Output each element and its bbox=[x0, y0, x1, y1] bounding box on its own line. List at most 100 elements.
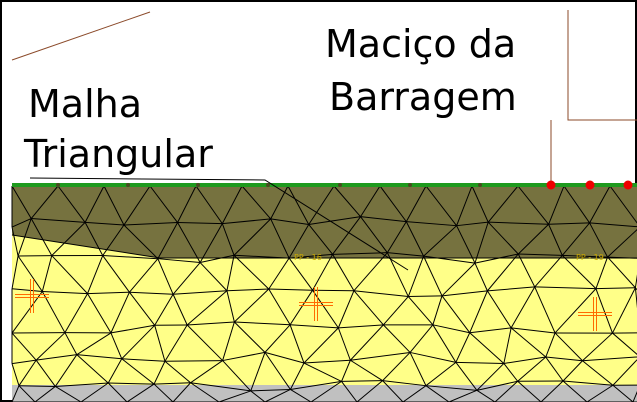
red-marker bbox=[623, 180, 633, 190]
mesh-edge bbox=[456, 185, 473, 226]
mesh-edge bbox=[270, 218, 309, 225]
mesh-edge bbox=[471, 185, 489, 223]
mesh-edge bbox=[268, 288, 291, 326]
mesh-edge bbox=[612, 359, 637, 386]
mesh-edge bbox=[123, 185, 151, 226]
mesh-edge bbox=[226, 255, 235, 291]
mesh-edge bbox=[76, 354, 109, 384]
mesh-edge bbox=[386, 221, 407, 253]
mesh-edge bbox=[349, 324, 384, 361]
mesh-edge bbox=[153, 383, 174, 402]
mesh-edge bbox=[31, 218, 86, 223]
mesh-edge bbox=[402, 385, 427, 402]
mesh-edge bbox=[164, 324, 188, 362]
mesh-edge bbox=[195, 185, 223, 224]
mesh-edge bbox=[153, 361, 166, 385]
mesh-edge bbox=[432, 324, 457, 363]
mesh-edge bbox=[11, 291, 43, 334]
mesh-edge bbox=[407, 296, 434, 326]
mesh-edge bbox=[441, 295, 471, 334]
mesh-edge bbox=[172, 294, 188, 326]
mesh-edge bbox=[589, 222, 609, 258]
outline-line-left bbox=[11, 11, 151, 61]
mesh-edge bbox=[190, 382, 220, 402]
crest-node bbox=[126, 183, 130, 187]
mesh-edge bbox=[341, 360, 351, 382]
mesh-edge bbox=[35, 332, 66, 361]
mesh-edge bbox=[250, 390, 266, 402]
crest-node bbox=[408, 183, 412, 187]
piezometer-label-pp19: PP - 19 bbox=[576, 253, 604, 262]
mesh-edge bbox=[218, 390, 251, 402]
mesh-edge bbox=[312, 254, 334, 291]
mesh-edge bbox=[121, 358, 165, 362]
mesh-edge bbox=[545, 356, 564, 382]
piezometer-cross-icon bbox=[578, 297, 612, 331]
mesh-edge bbox=[350, 351, 411, 361]
mesh-edge bbox=[382, 380, 404, 402]
mesh-edge bbox=[233, 218, 272, 256]
mesh-edge bbox=[379, 185, 407, 222]
mesh-edge bbox=[177, 222, 201, 263]
mesh-edge bbox=[270, 218, 290, 259]
mesh-edge bbox=[234, 288, 270, 323]
mesh-edge bbox=[337, 290, 355, 329]
mesh-edge bbox=[456, 221, 489, 227]
mesh-edge bbox=[55, 386, 82, 402]
mesh-edge bbox=[268, 288, 313, 291]
mesh-edge bbox=[469, 332, 505, 364]
mesh-edge bbox=[108, 382, 155, 385]
mesh-edge bbox=[561, 222, 590, 256]
mesh-edge bbox=[241, 185, 272, 220]
mesh-edge bbox=[503, 327, 512, 364]
mesh-edge bbox=[474, 262, 488, 292]
mesh-edge bbox=[308, 185, 335, 225]
mesh-edge bbox=[222, 321, 235, 361]
crest-node bbox=[56, 183, 60, 187]
mesh-edge bbox=[234, 321, 291, 326]
mesh-edge bbox=[563, 185, 590, 224]
mesh-edge bbox=[303, 362, 342, 382]
mesh-edge bbox=[11, 226, 19, 257]
mesh-edge bbox=[173, 290, 227, 295]
mesh-edge bbox=[476, 380, 518, 391]
mesh-edge bbox=[11, 359, 37, 365]
mesh-edge bbox=[154, 382, 191, 385]
mesh-edge bbox=[332, 254, 355, 291]
mesh-edge bbox=[102, 255, 158, 260]
mesh-edge bbox=[548, 185, 565, 225]
mesh-edge bbox=[548, 222, 590, 225]
mesh-edge bbox=[308, 224, 333, 255]
mesh-edge bbox=[250, 352, 266, 392]
mesh-edge bbox=[87, 291, 130, 295]
mesh-edge bbox=[35, 359, 56, 387]
mesh-edge bbox=[186, 324, 223, 361]
mesh-edge bbox=[233, 254, 270, 290]
piezometer-crosses bbox=[15, 279, 612, 331]
mesh-edge bbox=[289, 253, 333, 259]
mesh-edge bbox=[476, 363, 505, 391]
mesh-edge bbox=[469, 290, 488, 333]
mesh-label-leader bbox=[29, 177, 409, 271]
mesh-edge bbox=[586, 384, 614, 402]
mesh-edge bbox=[589, 222, 637, 228]
mesh-edge bbox=[554, 288, 597, 334]
mesh-edge bbox=[76, 354, 122, 360]
mesh-edge bbox=[510, 286, 536, 329]
mesh-edge bbox=[177, 222, 223, 225]
mesh-edge bbox=[177, 185, 197, 223]
mesh-edge bbox=[226, 288, 269, 292]
mesh-edge bbox=[487, 286, 535, 292]
mesh-edge bbox=[341, 380, 383, 382]
mesh-edge bbox=[310, 380, 342, 402]
mesh-edge bbox=[303, 359, 351, 364]
mesh-edge bbox=[289, 289, 313, 326]
mesh-edge bbox=[190, 360, 223, 384]
mesh-edge bbox=[221, 223, 235, 256]
mesh-edge bbox=[589, 185, 611, 224]
mesh-edge bbox=[607, 256, 636, 289]
mesh-edge bbox=[172, 262, 201, 295]
mesh-edge bbox=[172, 382, 191, 402]
mesh-edge bbox=[221, 185, 243, 224]
mesh-edge bbox=[190, 382, 251, 392]
